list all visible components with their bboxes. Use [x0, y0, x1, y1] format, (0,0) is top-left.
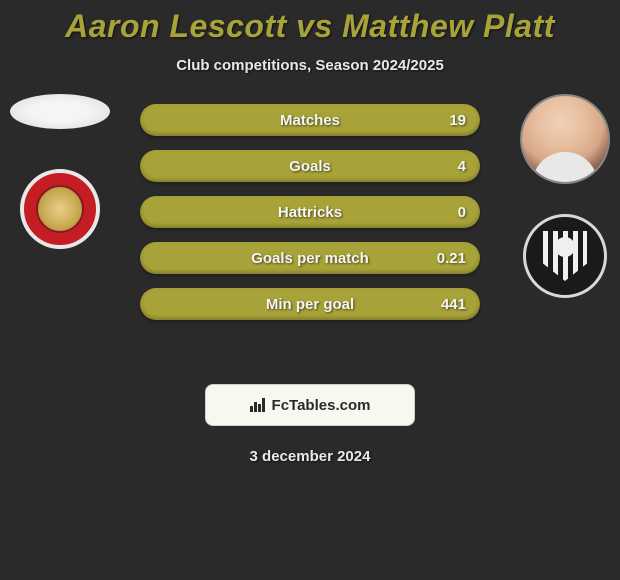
- date-label: 3 december 2024: [0, 448, 620, 465]
- notts-county-badge: [523, 214, 607, 298]
- right-player-photo: [520, 94, 610, 184]
- stat-right-value: 0: [458, 204, 466, 221]
- stat-bars: Matches 19 Goals 4 Hattricks 0 Goals per…: [140, 104, 480, 320]
- left-player-column: [10, 94, 110, 249]
- stat-label: Goals per match: [140, 250, 480, 267]
- comparison-title: Aaron Lescott vs Matthew Platt: [0, 8, 620, 45]
- walsall-badge-inner: [36, 185, 84, 233]
- stat-right-value: 19: [449, 112, 466, 129]
- stat-right-value: 441: [441, 296, 466, 313]
- stat-label: Matches: [140, 112, 480, 129]
- season-subtitle: Club competitions, Season 2024/2025: [0, 57, 620, 74]
- stat-row-hattricks: Hattricks 0: [140, 196, 480, 228]
- stat-row-goals: Goals 4: [140, 150, 480, 182]
- stat-row-min-per-goal: Min per goal 441: [140, 288, 480, 320]
- brand-label: FcTables.com: [272, 397, 371, 414]
- right-player-column: [520, 94, 610, 298]
- stat-label: Min per goal: [140, 296, 480, 313]
- stat-right-value: 4: [458, 158, 466, 175]
- brand-box[interactable]: FcTables.com: [205, 384, 415, 426]
- left-player-photo-placeholder: [10, 94, 110, 129]
- notts-badge-shield: [543, 231, 587, 281]
- stat-label: Goals: [140, 158, 480, 175]
- walsall-fc-badge: [20, 169, 100, 249]
- bar-chart-icon: [250, 398, 265, 412]
- stat-label: Hattricks: [140, 204, 480, 221]
- stat-row-matches: Matches 19: [140, 104, 480, 136]
- stat-row-goals-per-match: Goals per match 0.21: [140, 242, 480, 274]
- stat-right-value: 0.21: [437, 250, 466, 267]
- comparison-content: Matches 19 Goals 4 Hattricks 0 Goals per…: [0, 104, 620, 364]
